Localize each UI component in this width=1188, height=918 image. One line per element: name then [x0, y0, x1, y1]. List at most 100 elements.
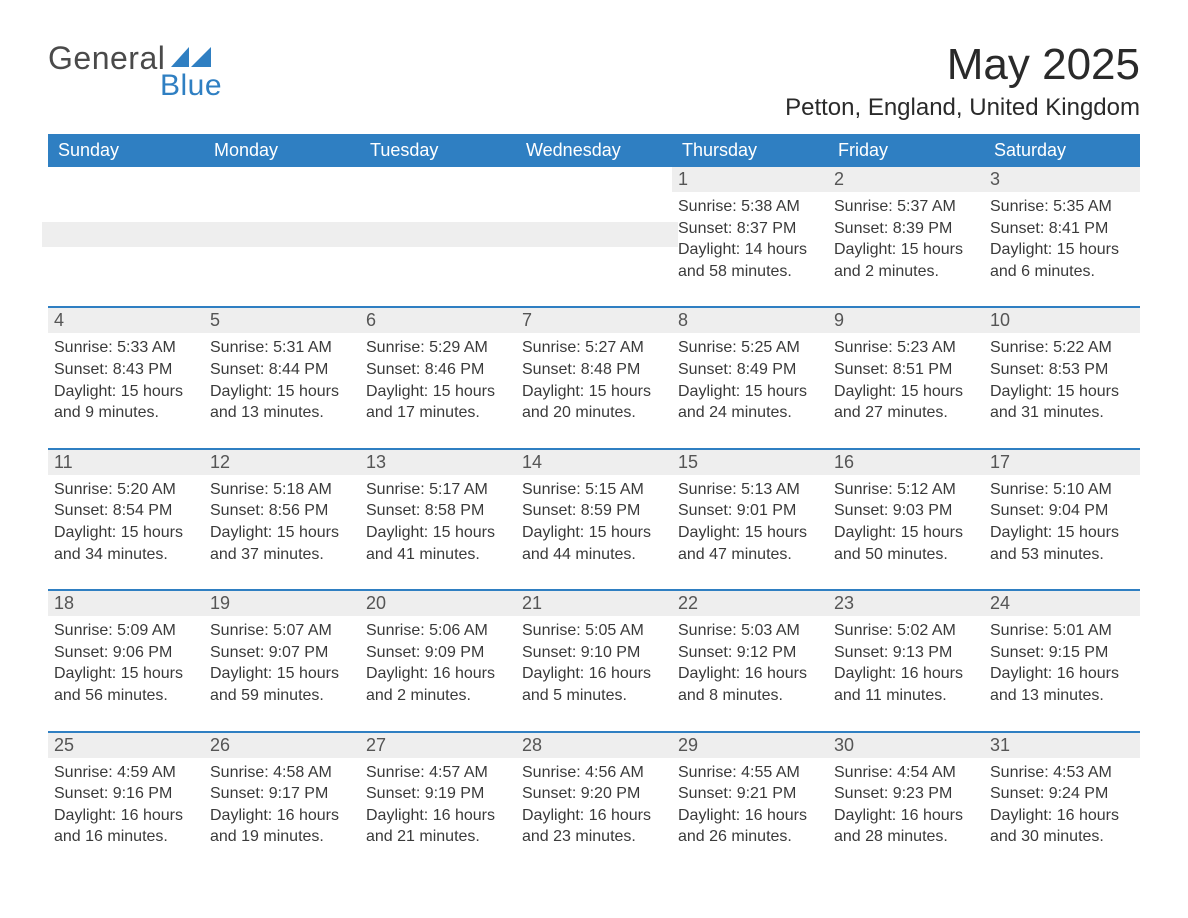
day-text: Sunrise: 5:15 AMSunset: 8:59 PMDaylight:…	[522, 479, 666, 565]
weekday-header: Friday	[828, 134, 984, 167]
day-cell: 14 Sunrise: 5:15 AMSunset: 8:59 PMDayligh…	[516, 449, 672, 590]
day-text: Sunrise: 5:05 AMSunset: 9:10 PMDaylight:…	[522, 620, 666, 706]
day-cell: 2Sunrise: 5:37 AMSunset: 8:39 PMDaylight…	[828, 167, 984, 307]
daylight-text: Daylight: 15 hours and 47 minutes.	[678, 522, 822, 565]
day-text: Sunrise: 5:37 AMSunset: 8:39 PMDaylight:…	[834, 196, 978, 282]
sunset-text: Sunset: 9:10 PM	[522, 642, 666, 664]
daylight-text: Daylight: 16 hours and 13 minutes.	[990, 663, 1134, 706]
sunset-text: Sunset: 9:12 PM	[678, 642, 822, 664]
daylight-text: Daylight: 16 hours and 5 minutes.	[522, 663, 666, 706]
sunset-text: Sunset: 8:54 PM	[54, 500, 198, 522]
calendar-row: 25Sunrise: 4:59 AMSunset: 9:16 PMDayligh…	[48, 732, 1140, 872]
location-text: Petton, England, United Kingdom	[785, 94, 1140, 122]
daylight-text: Daylight: 15 hours and 2 minutes.	[834, 239, 978, 282]
sunrise-text: Sunrise: 4:53 AM	[990, 762, 1134, 784]
sunset-text: Sunset: 9:24 PM	[990, 783, 1134, 805]
sunset-text: Sunset: 8:58 PM	[366, 500, 510, 522]
day-text: Sunrise: 5:01 AMSunset: 9:15 PMDaylight:…	[990, 620, 1134, 706]
sunset-text: Sunset: 9:04 PM	[990, 500, 1134, 522]
day-text: Sunrise: 4:53 AMSunset: 9:24 PMDaylight:…	[990, 762, 1134, 848]
day-text: Sunrise: 4:58 AMSunset: 9:17 PMDaylight:…	[210, 762, 354, 848]
sunrise-text: Sunrise: 4:59 AM	[54, 762, 198, 784]
day-number: 27	[360, 733, 516, 758]
day-text: Sunrise: 5:07 AMSunset: 9:07 PMDaylight:…	[210, 620, 354, 706]
daylight-text: Daylight: 16 hours and 23 minutes.	[522, 805, 666, 848]
sunset-text: Sunset: 8:56 PM	[210, 500, 354, 522]
daylight-text: Daylight: 15 hours and 13 minutes.	[210, 381, 354, 424]
sunrise-text: Sunrise: 5:13 AM	[678, 479, 822, 501]
day-number: 9	[828, 308, 984, 333]
day-cell: 23Sunrise: 5:02 AMSunset: 9:13 PMDayligh…	[828, 590, 984, 731]
calendar-row: 1Sunrise: 5:38 AMSunset: 8:37 PMDaylight…	[48, 167, 1140, 307]
sunrise-text: Sunrise: 5:03 AM	[678, 620, 822, 642]
title-block: May 2025 Petton, England, United Kingdom	[785, 40, 1140, 122]
day-number: 17	[984, 450, 1140, 475]
daylight-text: Daylight: 15 hours and 20 minutes.	[522, 381, 666, 424]
daylight-text: Daylight: 15 hours and 37 minutes.	[210, 522, 354, 565]
calendar-row: 18 Sunrise: 5:09 AMSunset: 9:06 PMDayligh…	[48, 590, 1140, 731]
day-cell: 11Sunrise: 5:20 AMSunset: 8:54 PMDayligh…	[48, 449, 204, 590]
sunrise-text: Sunrise: 5:35 AM	[990, 196, 1134, 218]
sunrise-text: Sunrise: 5:37 AM	[834, 196, 978, 218]
daylight-text: Daylight: 16 hours and 8 minutes.	[678, 663, 822, 706]
day-cell: 10Sunrise: 5:22 AMSunset: 8:53 PMDayligh…	[984, 307, 1140, 448]
sunset-text: Sunset: 8:37 PM	[678, 218, 822, 240]
daylight-text: Daylight: 15 hours and 59 minutes.	[210, 663, 354, 706]
day-cell: 24Sunrise: 5:01 AMSunset: 9:15 PMDayligh…	[984, 590, 1140, 731]
sunset-text: Sunset: 8:48 PM	[522, 359, 666, 381]
daylight-text: Daylight: 15 hours and 53 minutes.	[990, 522, 1134, 565]
day-cell: 27Sunrise: 4:57 AMSunset: 9:19 PMDayligh…	[360, 732, 516, 872]
sunset-text: Sunset: 9:23 PM	[834, 783, 978, 805]
sunset-text: Sunset: 9:13 PM	[834, 642, 978, 664]
sunset-text: Sunset: 8:51 PM	[834, 359, 978, 381]
sunset-text: Sunset: 9:17 PM	[210, 783, 354, 805]
day-cell: 1Sunrise: 5:38 AMSunset: 8:37 PMDaylight…	[672, 167, 828, 307]
blank-cell	[360, 167, 516, 307]
day-text: Sunrise: 4:59 AMSunset: 9:16 PMDaylight:…	[54, 762, 198, 848]
day-number: 14	[516, 450, 672, 475]
sunset-text: Sunset: 9:03 PM	[834, 500, 978, 522]
day-text: Sunrise: 5:23 AMSunset: 8:51 PMDaylight:…	[834, 337, 978, 423]
day-cell: 16Sunrise: 5:12 AMSunset: 9:03 PMDayligh…	[828, 449, 984, 590]
sunrise-text: Sunrise: 5:05 AM	[522, 620, 666, 642]
sunrise-text: Sunrise: 5:06 AM	[366, 620, 510, 642]
sunrise-text: Sunrise: 5:15 AM	[522, 479, 666, 501]
day-text: Sunrise: 5:09 AMSunset: 9:06 PMDaylight:…	[54, 620, 198, 706]
sunrise-text: Sunrise: 5:33 AM	[54, 337, 198, 359]
day-text: Sunrise: 5:29 AMSunset: 8:46 PMDaylight:…	[366, 337, 510, 423]
weekday-header: Monday	[204, 134, 360, 167]
sunrise-text: Sunrise: 5:23 AM	[834, 337, 978, 359]
day-number: 6	[360, 308, 516, 333]
calendar-row: 4Sunrise: 5:33 AMSunset: 8:43 PMDaylight…	[48, 307, 1140, 448]
day-cell: 15Sunrise: 5:13 AMSunset: 9:01 PMDayligh…	[672, 449, 828, 590]
weekday-header: Thursday	[672, 134, 828, 167]
daylight-text: Daylight: 15 hours and 44 minutes.	[522, 522, 666, 565]
day-cell: 20Sunrise: 5:06 AMSunset: 9:09 PMDayligh…	[360, 590, 516, 731]
day-number: 28	[516, 733, 672, 758]
sunset-text: Sunset: 9:09 PM	[366, 642, 510, 664]
sunrise-text: Sunrise: 4:57 AM	[366, 762, 510, 784]
sunrise-text: Sunrise: 4:55 AM	[678, 762, 822, 784]
sunrise-text: Sunrise: 5:18 AM	[210, 479, 354, 501]
sunset-text: Sunset: 8:44 PM	[210, 359, 354, 381]
sunrise-text: Sunrise: 4:58 AM	[210, 762, 354, 784]
sunrise-text: Sunrise: 5:29 AM	[366, 337, 510, 359]
daylight-text: Daylight: 15 hours and 50 minutes.	[834, 522, 978, 565]
day-text: Sunrise: 5:25 AMSunset: 8:49 PMDaylight:…	[678, 337, 822, 423]
day-cell: 6 Sunrise: 5:29 AMSunset: 8:46 PMDaylight…	[360, 307, 516, 448]
logo-blue-text: Blue	[160, 69, 222, 103]
day-number: 12	[204, 450, 360, 475]
day-text: Sunrise: 4:55 AMSunset: 9:21 PMDaylight:…	[678, 762, 822, 848]
sunrise-text: Sunrise: 5:09 AM	[54, 620, 198, 642]
calendar-row: 11Sunrise: 5:20 AMSunset: 8:54 PMDayligh…	[48, 449, 1140, 590]
day-text: Sunrise: 5:12 AMSunset: 9:03 PMDaylight:…	[834, 479, 978, 565]
daylight-text: Daylight: 16 hours and 21 minutes.	[366, 805, 510, 848]
day-cell: 17Sunrise: 5:10 AMSunset: 9:04 PMDayligh…	[984, 449, 1140, 590]
sunrise-text: Sunrise: 5:38 AM	[678, 196, 822, 218]
sunrise-text: Sunrise: 5:17 AM	[366, 479, 510, 501]
weekday-header: Saturday	[984, 134, 1140, 167]
daylight-text: Daylight: 16 hours and 16 minutes.	[54, 805, 198, 848]
weekday-header: Wednesday	[516, 134, 672, 167]
day-number: 18	[48, 591, 204, 616]
day-text: Sunrise: 5:06 AMSunset: 9:09 PMDaylight:…	[366, 620, 510, 706]
